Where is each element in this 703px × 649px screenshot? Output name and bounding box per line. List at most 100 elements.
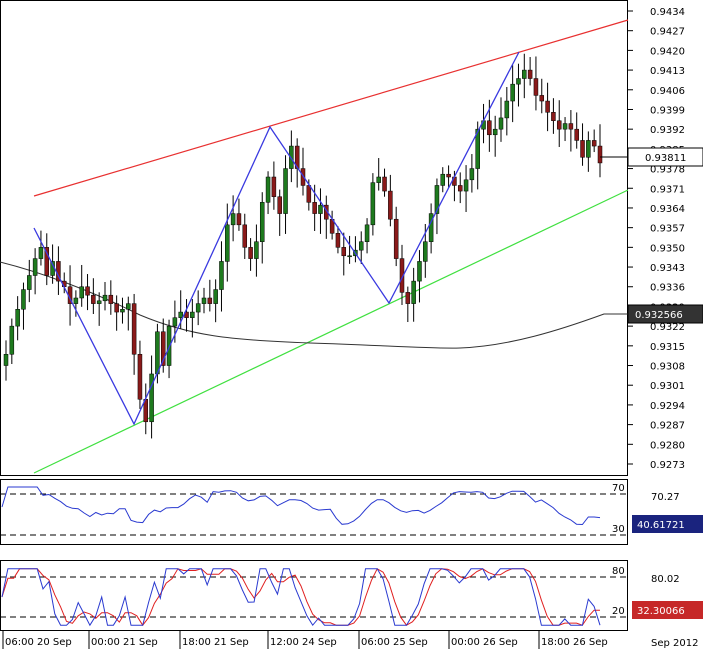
candle-body	[533, 78, 539, 96]
candle-body	[300, 168, 306, 186]
candle-body	[21, 289, 26, 310]
candle-body	[254, 241, 259, 259]
candle-body	[556, 120, 562, 130]
candle-body	[399, 258, 405, 293]
rsi-value-tag: 40.61721	[632, 515, 703, 533]
candle-body	[172, 317, 178, 327]
candle-body	[475, 128, 480, 169]
candle-body	[551, 112, 556, 121]
price-tick-label: 0.9280	[650, 440, 685, 451]
svg-text:0.932566: 0.932566	[635, 310, 683, 321]
candle-body	[341, 247, 347, 257]
candle-body	[9, 325, 15, 355]
svg-text:0.93811: 0.93811	[645, 153, 686, 164]
candle-body	[516, 78, 521, 85]
price-tick-label: 0.9273	[650, 460, 685, 471]
candle-body	[283, 168, 288, 214]
time-tick-label: 18:00 21 Sep	[182, 637, 249, 648]
stoch-main-line	[1, 568, 601, 627]
last-price-tag: 0.93811	[600, 147, 703, 167]
stoch-value-tag: 32.30066	[632, 601, 703, 619]
candle-body	[126, 303, 131, 310]
candle-body	[498, 117, 504, 130]
candle-body	[382, 176, 387, 192]
rsi-panel-frame	[0, 479, 628, 545]
candle-body	[539, 95, 545, 102]
candle-body	[108, 294, 114, 304]
candle-body	[586, 140, 591, 158]
candle-body	[265, 176, 271, 203]
candle-body	[219, 261, 224, 290]
price-tick-label: 0.9427	[650, 27, 685, 38]
candle-body	[32, 258, 38, 276]
price-tick-label: 0.9378	[650, 165, 685, 176]
candle-body	[388, 190, 393, 220]
svg-text:40.61721: 40.61721	[637, 520, 685, 531]
candle-body	[527, 69, 533, 79]
candle-body	[160, 331, 166, 366]
stoch-scale-label: 80.02	[651, 574, 680, 585]
candle-body	[492, 128, 498, 136]
candle-body	[131, 303, 137, 355]
candle-body	[137, 354, 143, 400]
candle-body	[166, 325, 172, 366]
lower-channel-line	[33, 189, 629, 474]
candle-body	[289, 145, 294, 169]
stoch-level-20-label: 20	[612, 606, 625, 617]
candle-body	[364, 224, 370, 242]
candle-body	[277, 196, 282, 214]
stoch-signal-line	[1, 568, 600, 627]
price-tick-label: 0.9301	[650, 381, 685, 392]
candle-body	[242, 224, 248, 248]
candle-body	[312, 202, 317, 214]
candle-body	[574, 128, 579, 141]
candle-body	[44, 247, 50, 276]
time-tick-label: 18:00 26 Sep	[541, 637, 608, 648]
price-tick-label: 0.9364	[650, 204, 685, 215]
price-tick-label: 0.9343	[650, 263, 685, 274]
candle-body	[91, 294, 96, 304]
ma-price-tag: 0.932566	[627, 304, 703, 324]
candle-body	[417, 261, 422, 282]
candle-body	[580, 140, 585, 158]
candle-body	[504, 100, 510, 119]
candle-body	[236, 213, 242, 226]
price-tick-label: 0.9399	[650, 105, 685, 116]
price-tick-label: 0.9406	[650, 86, 685, 97]
time-axis-corner-label: Sep 2012	[651, 638, 698, 649]
candle-body	[27, 275, 32, 290]
price-tick-label: 0.9392	[650, 125, 685, 136]
candle-body	[114, 303, 119, 313]
candle-body	[318, 204, 323, 214]
candle-body	[423, 241, 428, 262]
candle-body	[510, 83, 515, 102]
candle-body	[405, 292, 411, 304]
candle-body	[591, 140, 597, 147]
price-tick-label: 0.9294	[650, 401, 685, 412]
candle-body	[38, 247, 44, 259]
price-tick-label: 0.9308	[650, 362, 685, 373]
moving-average-line	[0, 261, 628, 349]
candle-body	[195, 303, 201, 313]
price-panel-frame	[0, 0, 628, 476]
candle-body	[428, 213, 434, 242]
candle-body	[259, 202, 265, 242]
price-axis: 0.9434 0.9427 0.9420 0.9413 0.9406 0.9399 0.93…	[628, 7, 685, 471]
candle-body	[120, 308, 125, 313]
candle-body	[370, 182, 376, 226]
candle-body	[393, 218, 399, 259]
candle-body	[230, 213, 236, 226]
stoch-level-80-label: 80	[612, 566, 625, 577]
candle-body	[178, 311, 183, 318]
candle-body	[201, 297, 207, 304]
time-tick-label: 06:00 20 Sep	[5, 637, 72, 648]
candle-body	[347, 255, 352, 258]
candle-body	[3, 354, 9, 366]
candle-body	[469, 168, 475, 181]
candle-body	[463, 179, 469, 192]
candle-body	[15, 308, 20, 327]
rsi-line	[1, 486, 601, 526]
time-tick-label: 00:00 21 Sep	[91, 637, 158, 648]
rsi-level-70-label: 70	[612, 483, 625, 494]
